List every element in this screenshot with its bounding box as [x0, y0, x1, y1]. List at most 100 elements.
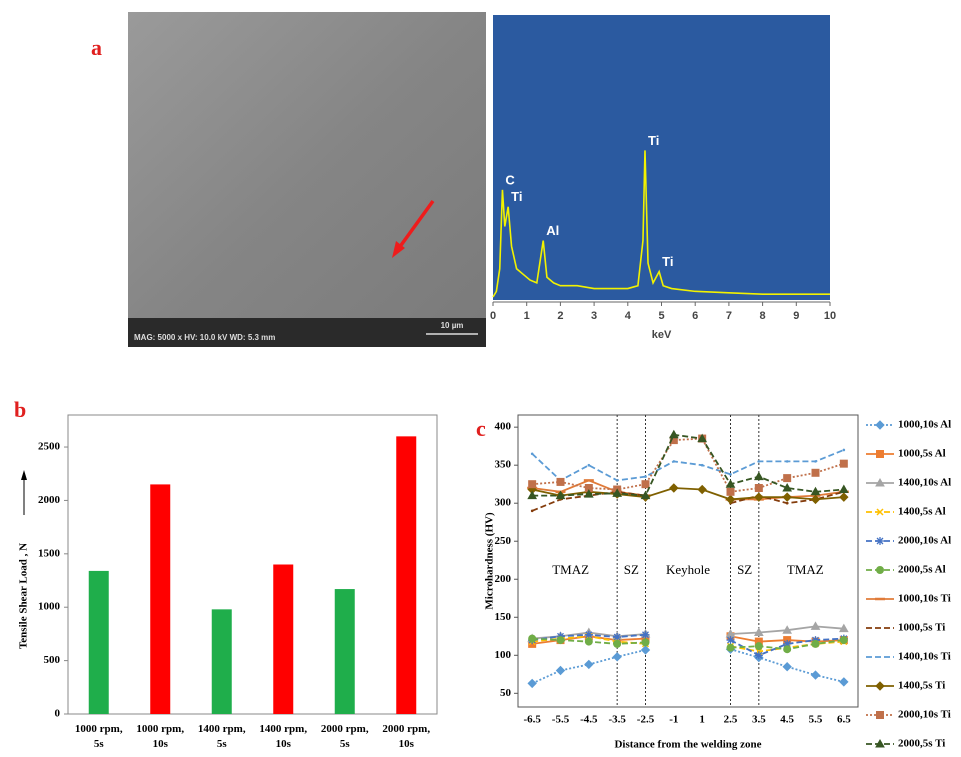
marker — [668, 429, 679, 439]
marker — [555, 665, 566, 676]
series-line — [531, 487, 844, 501]
legend-marker — [876, 711, 884, 719]
marker — [754, 484, 763, 492]
peak-label: Ti — [511, 189, 522, 204]
x-tick-label: 6.5 — [837, 714, 851, 726]
x-tick-label: 2000 rpm, 10s — [382, 723, 431, 750]
marker — [528, 480, 537, 489]
x-tick-label: 0 — [490, 310, 496, 322]
peak-label: Ti — [662, 254, 673, 269]
ylabel-arrow-head — [21, 470, 27, 480]
sem-info: MAG: 5000 x HV: 10.0 kV WD: 5.3 mm — [134, 333, 275, 342]
x-tick-label: 8 — [760, 310, 766, 322]
x-tick-label: -2.5 — [637, 714, 655, 726]
plot-background — [493, 15, 830, 300]
panel-label: b — [14, 397, 26, 422]
y-tick-label: 2000 — [38, 494, 61, 506]
marker — [527, 490, 538, 500]
x-tick-label: 4.5 — [780, 714, 794, 726]
marker — [838, 623, 849, 633]
marker — [782, 492, 792, 502]
plot-frame — [67, 414, 438, 715]
region-label: TMAZ — [552, 562, 589, 577]
x-tick-label: 1000 rpm, 5s — [74, 723, 123, 750]
marker — [613, 633, 622, 642]
sem-scale-label: 10 µm — [441, 321, 464, 330]
panel-label: c — [476, 416, 486, 441]
marker — [697, 433, 708, 443]
y-tick-label: 400 — [495, 421, 512, 433]
x-tick-label: 2000 rpm, 5s — [320, 723, 369, 750]
y-tick-label: 1000 — [38, 601, 61, 613]
marker — [527, 678, 537, 689]
marker — [726, 643, 735, 652]
marker — [530, 452, 534, 456]
bar — [211, 609, 232, 714]
legend-marker — [876, 450, 884, 458]
marker — [700, 463, 704, 467]
x-tick-label: -6.5 — [523, 714, 541, 726]
marker — [754, 642, 763, 651]
x-tick-label: 1 — [524, 310, 530, 322]
marker — [640, 645, 651, 655]
series-line — [531, 648, 845, 685]
marker — [726, 636, 735, 645]
bar — [150, 484, 171, 714]
marker — [584, 630, 593, 639]
marker — [725, 479, 736, 488]
marker — [810, 494, 821, 505]
marker — [669, 483, 679, 493]
x-tick-label: 7 — [726, 310, 732, 322]
bar — [88, 570, 109, 714]
y-axis-label: Tensile Shear Load , N — [18, 543, 30, 649]
marker — [584, 637, 593, 646]
region-label: TMAZ — [787, 562, 824, 577]
y-tick-label: 250 — [495, 535, 512, 547]
plot-frame — [517, 414, 859, 708]
marker — [697, 484, 707, 495]
x-tick-label: 2 — [557, 310, 563, 322]
y-tick-label: 0 — [55, 708, 61, 720]
x-tick-label: 10 — [824, 310, 836, 322]
marker — [729, 473, 732, 476]
y-tick-label: 350 — [495, 459, 512, 471]
x-tick-label: -5.5 — [552, 714, 570, 726]
legend-label: 1000,10s Al — [898, 419, 951, 431]
x-tick-label: 2.5 — [724, 714, 738, 726]
legend-marker — [876, 566, 884, 574]
x-tick-label: 3 — [591, 310, 597, 322]
x-tick-label: -3.5 — [608, 714, 626, 726]
marker — [839, 492, 849, 502]
marker — [725, 494, 736, 505]
marker — [644, 475, 647, 478]
legend-label: 1400,5s Al — [898, 506, 946, 518]
marker — [811, 468, 820, 477]
marker — [528, 634, 537, 643]
region-label: SZ — [737, 562, 752, 577]
legend-label: 1400,5s Ti — [898, 680, 945, 692]
y-tick-label: 200 — [495, 573, 512, 585]
x-tick-label: 5.5 — [809, 714, 823, 726]
marker — [587, 463, 591, 467]
legend-label: 1400,10s Ti — [898, 651, 951, 663]
legend-label: 2000,10s Al — [898, 535, 951, 547]
marker — [615, 479, 619, 482]
marker — [757, 460, 761, 463]
marker — [584, 659, 594, 670]
marker — [782, 625, 793, 634]
marker — [612, 652, 622, 662]
series-line — [532, 635, 844, 653]
bar — [396, 436, 417, 714]
x-axis-label: keV — [652, 329, 672, 341]
legend-marker — [875, 681, 885, 691]
sem-image — [128, 12, 486, 347]
legend-label: 1000,5s Ti — [898, 622, 945, 634]
marker — [785, 501, 789, 505]
y-tick-label: 1500 — [38, 547, 61, 559]
marker — [785, 460, 789, 463]
peak-label: Al — [546, 223, 559, 238]
legend-marker — [875, 477, 885, 487]
marker — [753, 627, 764, 636]
x-tick-label: -4.5 — [580, 714, 598, 726]
